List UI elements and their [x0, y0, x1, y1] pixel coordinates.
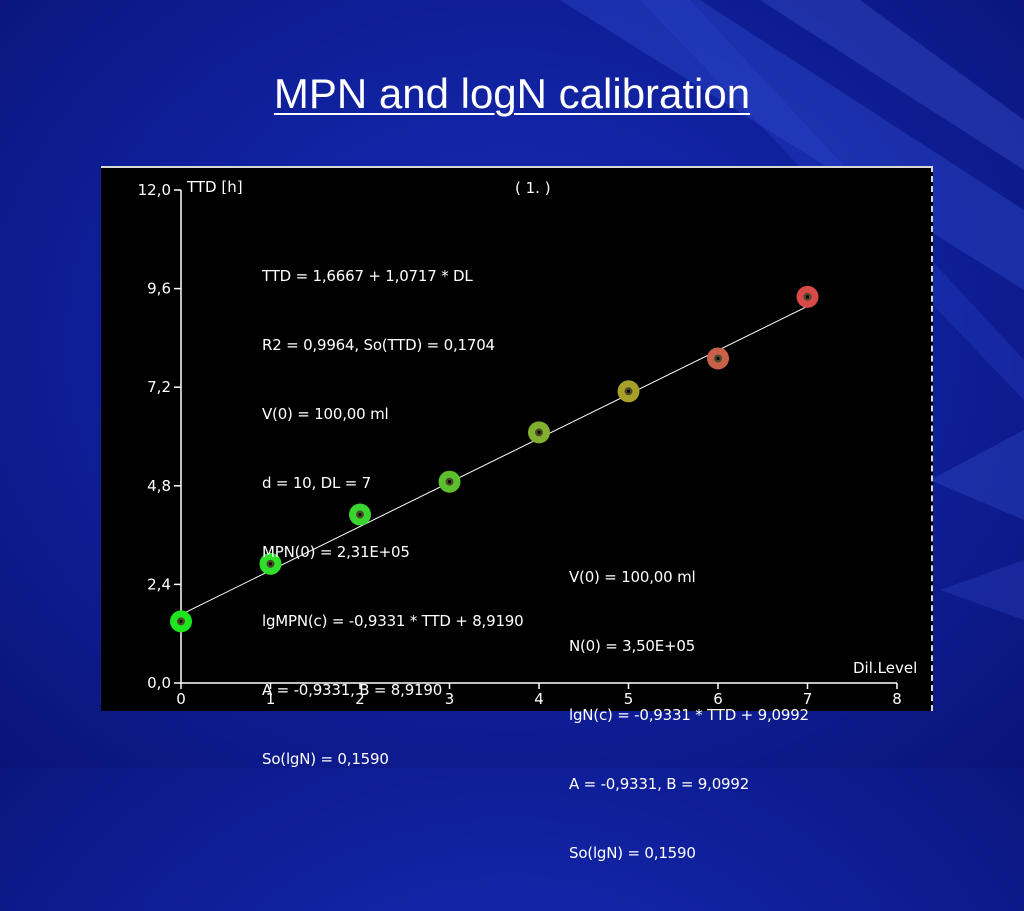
data-point [617, 380, 640, 403]
annotation-line: lgN(c) = -0,9331 * TTD + 9,0992 [569, 706, 809, 724]
y-tick-label: 4,8 [147, 477, 171, 495]
data-point-dot [716, 356, 720, 361]
x-tick-label: 5 [624, 690, 634, 708]
data-point-dot [447, 480, 452, 484]
slide-title: MPN and logN calibration [273, 70, 751, 117]
y-tick-label: 0,0 [147, 674, 171, 692]
data-point [796, 285, 819, 308]
y-axis-label: TTD [h] [186, 178, 243, 196]
annotation-line: V(0) = 100,00 ml [262, 405, 389, 423]
chart-panel: 0,0 2,4 4,8 7,2 9,6 12,0 0 1 2 3 4 5 6 7 8 TTD [h] Dil… [101, 166, 933, 862]
annotation-line: TTD = 1,6667 + 1,0717 * DL [262, 267, 473, 285]
y-tick-label: 9,6 [147, 280, 171, 298]
data-point-dot [268, 562, 273, 566]
panel-label: ( 1. ) [515, 179, 551, 197]
data-point-dot [179, 619, 183, 623]
data-point-dot [358, 512, 362, 517]
y-tick-label: 7,2 [147, 378, 171, 396]
annotation-top: TTD = 1,6667 + 1,0717 * DL R2 = 0,9964, … [262, 219, 524, 817]
y-tick-label: 12,0 [138, 181, 171, 199]
data-point [349, 503, 371, 526]
data-point-dot [537, 430, 541, 434]
x-tick-label: 0 [176, 690, 186, 708]
x-axis-label: Dil.Level [853, 659, 917, 677]
fit-line [180, 305, 808, 615]
annotation-line: R2 = 0,9964, So(TTD) = 0,1704 [262, 336, 495, 354]
annotation-line: So(lgN) = 0,1590 [262, 750, 389, 768]
fit-line-group [180, 305, 808, 615]
scatter-chart: 0,0 2,4 4,8 7,2 9,6 12,0 0 1 2 3 4 5 6 7 8 TTD [h] Dil… [138, 178, 918, 708]
annotation-line: A = -0,9331, B = 8,9190 [262, 681, 443, 699]
data-point [170, 610, 192, 633]
x-tick-label: 4 [534, 690, 544, 708]
x-tick-label: 1 [266, 690, 276, 708]
annotation-line: d = 10, DL = 7 [262, 474, 372, 492]
axis-ticks: 0,0 2,4 4,8 7,2 9,6 12,0 0 1 2 3 4 5 6 7 8 [138, 181, 902, 708]
annotation-line: lgMPN(c) = -0,9331 * TTD + 8,9190 [262, 612, 524, 630]
x-tick-label: 3 [445, 690, 455, 708]
annotation-line: A = -0,9331, B = 9,0992 [569, 775, 750, 793]
data-point [528, 421, 550, 444]
annotation-line: V(0) = 100,00 ml [569, 568, 696, 586]
annotation-bottom: V(0) = 100,00 ml N(0) = 3,50E+05 lgN(c) … [569, 520, 809, 911]
annotation-line: N(0) = 3,50E+05 [569, 637, 696, 655]
data-points [170, 285, 819, 633]
y-tick-label: 2,4 [147, 575, 171, 593]
data-point [707, 347, 729, 370]
x-tick-label: 2 [355, 690, 365, 708]
x-tick-label: 6 [713, 690, 723, 708]
x-tick-label: 8 [892, 690, 902, 708]
annotation-line: So(lgN) = 0,1590 [569, 844, 696, 862]
data-point [259, 552, 282, 575]
x-tick-label: 7 [803, 690, 813, 708]
data-point [438, 470, 461, 493]
data-point-dot [626, 389, 631, 393]
data-point-dot [805, 295, 810, 299]
annotation-line: MPN(0) = 2,31E+05 [262, 543, 410, 561]
